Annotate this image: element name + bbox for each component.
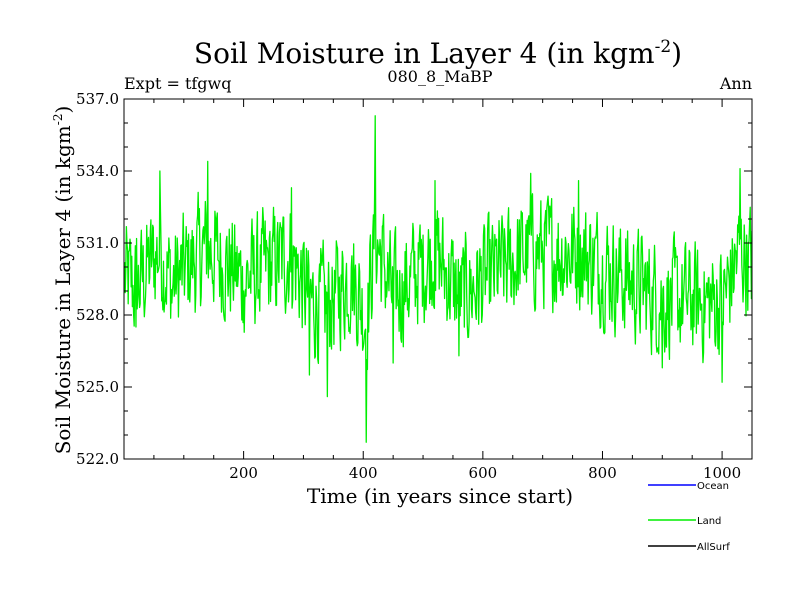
subtitle-experiment: Expt = tfgwq (124, 74, 231, 93)
legend-label-ocean: Ocean (697, 481, 729, 492)
x-tick-label: 200 (229, 464, 258, 482)
x-tick-label: 800 (588, 464, 617, 482)
plot-area: 200 400 600 800 1000 522.0 525.0 528.0 531.0 534.… (76, 90, 753, 482)
y-tick-label: 534.0 (76, 162, 119, 180)
plot-frame (123, 98, 753, 460)
y-tick-label: 528.0 (76, 306, 119, 324)
x-tick-label: 600 (469, 464, 498, 482)
legend-label-land: Land (697, 516, 721, 527)
legend-label-allsurf: AllSurf (697, 542, 730, 553)
x-tick-label: 400 (349, 464, 378, 482)
x-tick-label: 1000 (703, 464, 741, 482)
subtitle-season: Ann (719, 74, 752, 93)
subtitle-period: 080_8_MaBP (387, 67, 492, 86)
y-tick-label: 525.0 (76, 378, 119, 396)
y-tick-label: 531.0 (76, 234, 119, 252)
x-axis-label: Time (in years since start) (307, 484, 573, 508)
chart-title: Soil Moisture in Layer 4 (in kgm-2) (194, 37, 682, 70)
y-axis-label: Soil Moisture in Layer 4 (in kgm-2) (51, 106, 75, 455)
series-line-land (124, 115, 752, 443)
y-tick-label: 537.0 (76, 90, 119, 108)
legend: Ocean Land AllSurf (648, 481, 730, 553)
y-tick-label: 522.0 (76, 450, 119, 468)
